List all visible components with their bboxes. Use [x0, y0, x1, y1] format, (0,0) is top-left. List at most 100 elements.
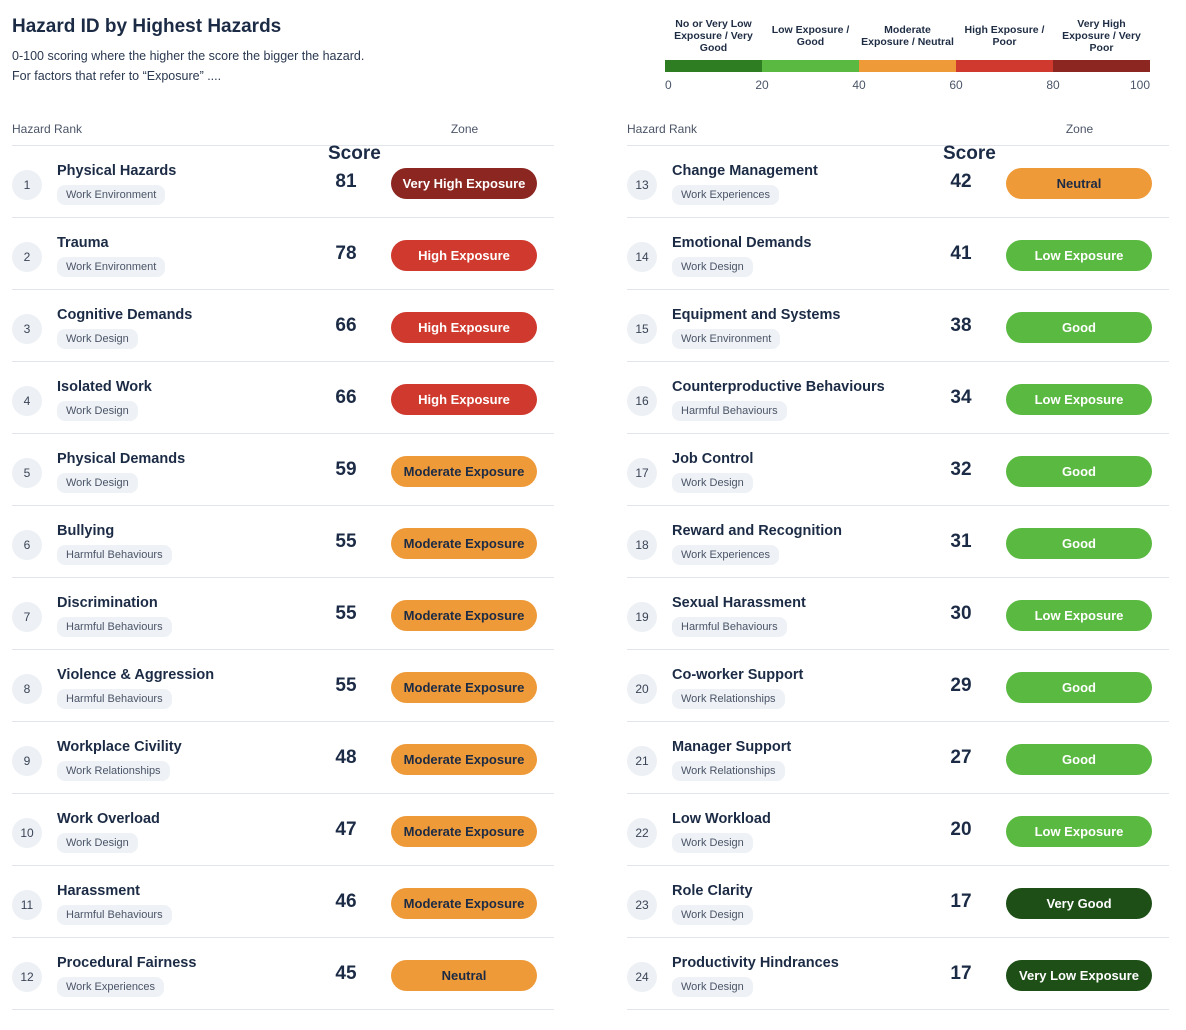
table-header: Hazard Rank Score Zone: [12, 118, 554, 164]
hazard-name: Counterproductive Behaviours: [672, 379, 885, 395]
legend-segment: [859, 60, 956, 72]
hazard-score: 27: [950, 747, 972, 768]
table-row[interactable]: 11 Harassment Harmful Behaviours 46 Moderate…: [12, 866, 554, 938]
legend-tick: 100: [1129, 78, 1150, 92]
table-row[interactable]: 24 Productivity Hindrances Work Design 17 Ve…: [627, 938, 1169, 1010]
hazard-name: Sexual Harassment: [672, 595, 806, 611]
table-row[interactable]: 6 Bullying Harmful Behaviours 55 Moderate Ex…: [12, 506, 554, 578]
hazard-score: 29: [950, 675, 972, 696]
table-row[interactable]: 3 Cognitive Demands Work Design 66 High Expo…: [12, 290, 554, 362]
category-tag: Work Design: [672, 905, 753, 925]
zone-badge: Low Exposure: [1006, 240, 1152, 271]
category-tag: Work Design: [57, 833, 138, 853]
table-row[interactable]: 8 Violence & Aggression Harmful Behaviours…: [12, 650, 554, 722]
table-row[interactable]: 20 Co-worker Support Work Relationships 29 G…: [627, 650, 1169, 722]
table-row[interactable]: 10 Work Overload Work Design 47 Moderate Exp…: [12, 794, 554, 866]
hazard-name: Violence & Aggression: [57, 667, 215, 683]
legend-segment: [762, 60, 859, 72]
rank-badge: 8: [12, 674, 42, 704]
hazard-score: 55: [335, 675, 357, 696]
legend-segment: [665, 60, 762, 72]
rank-badge: 9: [12, 746, 42, 776]
table-row[interactable]: 1 Physical Hazards Work Environment 81 Very …: [12, 146, 554, 218]
legend-tick: 80: [1046, 78, 1060, 92]
table-row[interactable]: 16 Counterproductive Behaviours Harmful Be…: [627, 362, 1169, 434]
category-tag: Work Relationships: [672, 761, 785, 781]
hazard-score: 46: [335, 891, 357, 912]
rank-badge: 4: [12, 386, 42, 416]
zone-badge: Good: [1006, 744, 1152, 775]
hazard-score: 31: [950, 531, 972, 552]
table-row[interactable]: 15 Equipment and Systems Work Environment 3…: [627, 290, 1169, 362]
category-tag: Work Design: [672, 257, 753, 277]
zone-badge: Moderate Exposure: [391, 456, 537, 487]
table-row[interactable]: 12 Procedural Fairness Work Experiences 45 N…: [12, 938, 554, 1010]
hazard-table-right: Hazard Rank Score Zone 13 Change Manageme…: [627, 118, 1169, 1010]
table-row[interactable]: 4 Isolated Work Work Design 66 High Exposure: [12, 362, 554, 434]
page-subtitle: 0-100 scoring where the higher the score…: [12, 46, 364, 86]
category-tag: Work Design: [57, 401, 138, 421]
table-row[interactable]: 19 Sexual Harassment Harmful Behaviours 30 L…: [627, 578, 1169, 650]
zone-badge: Moderate Exposure: [391, 816, 537, 847]
zone-badge: Moderate Exposure: [391, 672, 537, 703]
category-tag: Work Environment: [57, 257, 166, 277]
rank-badge: 17: [627, 458, 657, 488]
table-row[interactable]: 13 Change Management Work Experiences 42 Neu…: [627, 146, 1169, 218]
hazard-score: 48: [335, 747, 357, 768]
category-tag: Harmful Behaviours: [57, 905, 172, 925]
table-row[interactable]: 2 Trauma Work Environment 78 High Exposure: [12, 218, 554, 290]
zone-legend: No or Very Low Exposure / Very Good Low …: [665, 14, 1150, 94]
rank-badge: 13: [627, 170, 657, 200]
table-row[interactable]: 5 Physical Demands Work Design 59 Moderate E…: [12, 434, 554, 506]
category-tag: Work Experiences: [672, 185, 780, 205]
hazard-name: Harassment: [57, 883, 141, 899]
category-tag: Work Relationships: [57, 761, 170, 781]
hazard-score: 17: [950, 963, 972, 984]
table-row[interactable]: 22 Low Workload Work Design 20 Low Exposure: [627, 794, 1169, 866]
page-title: Hazard ID by Highest Hazards: [12, 16, 282, 37]
hazard-name: Trauma: [57, 235, 109, 251]
legend-tick: 0: [665, 78, 672, 92]
table-row[interactable]: 18 Reward and Recognition Work Experiences…: [627, 506, 1169, 578]
zone-badge: Low Exposure: [1006, 600, 1152, 631]
table-row[interactable]: 9 Workplace Civility Work Relationships 48 M…: [12, 722, 554, 794]
category-tag: Work Design: [57, 473, 138, 493]
zone-badge: High Exposure: [391, 312, 537, 343]
legend-label: Low Exposure / Good: [771, 24, 850, 48]
zone-badge: Low Exposure: [1006, 816, 1152, 847]
rank-badge: 22: [627, 818, 657, 848]
zone-badge: High Exposure: [391, 384, 537, 415]
table-body: 1 Physical Hazards Work Environment 81 Very …: [12, 146, 554, 1010]
rank-badge: 7: [12, 602, 42, 632]
legend-label: Very High Exposure / Very Poor: [1062, 18, 1141, 54]
category-tag: Harmful Behaviours: [57, 545, 172, 565]
rank-badge: 19: [627, 602, 657, 632]
category-tag: Work Experiences: [672, 545, 780, 565]
table-row[interactable]: 23 Role Clarity Work Design 17 Very Good: [627, 866, 1169, 938]
hazard-score: 81: [335, 171, 357, 192]
category-tag: Work Environment: [57, 185, 166, 205]
zone-badge: Neutral: [391, 960, 537, 991]
rank-badge: 23: [627, 890, 657, 920]
category-tag: Work Design: [672, 833, 753, 853]
legend-color-bar: [665, 60, 1150, 72]
legend-segment: [1053, 60, 1150, 72]
table-row[interactable]: 21 Manager Support Work Relationships 27 Goo…: [627, 722, 1169, 794]
hazard-score: 66: [335, 387, 357, 408]
hazard-name: Equipment and Systems: [672, 307, 841, 323]
rank-badge: 21: [627, 746, 657, 776]
table-row[interactable]: 7 Discrimination Harmful Behaviours 55 Moder…: [12, 578, 554, 650]
table-row[interactable]: 17 Job Control Work Design 32 Good: [627, 434, 1169, 506]
hazard-name: Procedural Fairness: [57, 955, 197, 971]
hazard-name: Discrimination: [57, 595, 158, 611]
zone-badge: Good: [1006, 672, 1152, 703]
zone-badge: High Exposure: [391, 240, 537, 271]
rank-badge: 20: [627, 674, 657, 704]
hazard-score: 66: [335, 315, 357, 336]
zone-badge: Low Exposure: [1006, 384, 1152, 415]
hazard-score: 59: [335, 459, 357, 480]
table-row[interactable]: 14 Emotional Demands Work Design 41 Low Expo…: [627, 218, 1169, 290]
hazard-score: 17: [950, 891, 972, 912]
rank-badge: 14: [627, 242, 657, 272]
category-tag: Harmful Behaviours: [672, 401, 787, 421]
